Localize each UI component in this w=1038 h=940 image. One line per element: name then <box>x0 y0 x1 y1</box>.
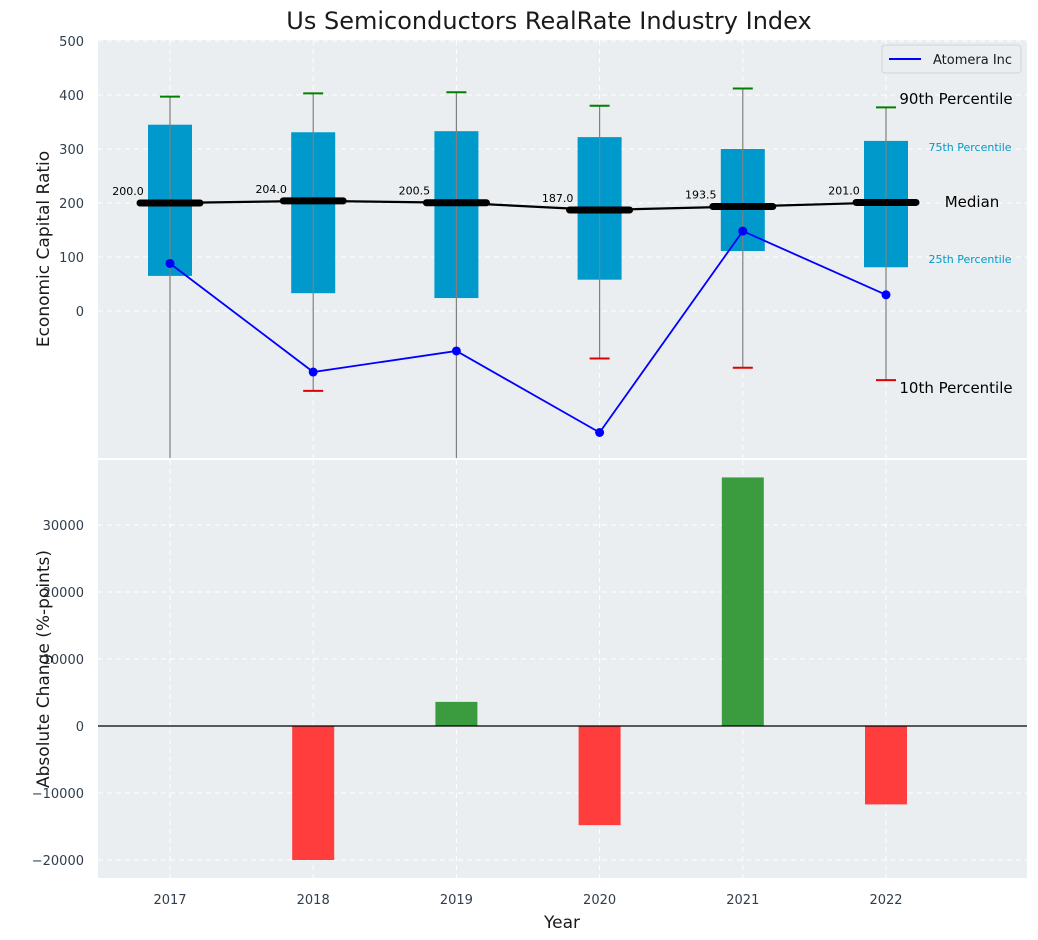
x-ticks: 2017 2018 2019 2020 2021 2022 <box>153 893 902 908</box>
bottom-y-tick-label: 0 <box>76 720 84 735</box>
legend-label: Atomera Inc <box>933 53 1012 68</box>
line-series <box>165 199 891 437</box>
change-bar-2020 <box>578 726 621 826</box>
median-value-label: 200.0 <box>112 185 144 198</box>
bottom-y-axis-label: Absolute Change (%-points) <box>34 550 54 788</box>
company-point <box>595 428 605 437</box>
median-value-label: 187.0 <box>542 192 574 205</box>
bottom-y-tick-label: 10000 <box>43 653 84 668</box>
change-bar-2018 <box>292 726 335 860</box>
change-bar-2019 <box>435 701 478 726</box>
box-group-2017: 200.0 <box>112 95 204 458</box>
company-point <box>738 226 748 236</box>
chart-title: Us Semiconductors RealRate Industry Inde… <box>286 7 811 35</box>
x-axis-label: Year <box>543 913 580 933</box>
median-value-label: 193.5 <box>685 189 717 202</box>
bottom-y-tick-label: −20000 <box>32 854 84 869</box>
x-tick-label: 2017 <box>153 893 186 908</box>
top-y-axis-label: Economic Capital Ratio <box>34 151 54 347</box>
median-line <box>169 199 887 212</box>
company-line <box>169 229 887 434</box>
top-y-tick-label: 200 <box>59 197 84 212</box>
legend-box <box>881 44 1022 74</box>
top-y-ticks: 0 100 200 300 400 500 <box>59 35 84 320</box>
median-value-label: 200.5 <box>399 185 431 198</box>
company-point <box>165 258 175 268</box>
company-point <box>881 290 891 300</box>
bottom-y-tick-label: 30000 <box>43 519 84 534</box>
legend: Atomera Inc <box>881 44 1022 74</box>
top-y-tick-label: 300 <box>59 143 84 158</box>
company-point <box>308 367 318 377</box>
top-y-tick-label: 0 <box>76 305 84 320</box>
x-tick-label: 2021 <box>726 893 759 908</box>
median-value-label: 204.0 <box>255 183 287 196</box>
bottom-y-tick-label: −10000 <box>32 787 84 802</box>
bar-series <box>98 477 1027 860</box>
top-y-tick-label: 500 <box>59 35 84 50</box>
bottom-y-tick-label: 20000 <box>43 586 84 601</box>
company-point <box>451 346 461 356</box>
median-value-label: 201.0 <box>828 184 860 197</box>
x-tick-label: 2020 <box>583 893 616 908</box>
change-bar-2021 <box>721 477 764 726</box>
x-tick-label: 2019 <box>440 893 473 908</box>
median-annotation: Median <box>945 193 1000 211</box>
x-tick-label: 2022 <box>869 893 902 908</box>
change-bar-2022 <box>865 726 907 805</box>
top-y-tick-label: 400 <box>59 89 84 104</box>
bottom-panel-background <box>98 460 1027 878</box>
bottom-y-ticks: −20000 −10000 0 10000 20000 30000 <box>32 519 84 869</box>
p75-annotation: 75th Percentile <box>928 141 1011 154</box>
p25-annotation: 25th Percentile <box>928 253 1011 266</box>
p10-annotation: 10th Percentile <box>899 379 1012 397</box>
top-y-tick-label: 100 <box>59 251 84 266</box>
x-tick-label: 2018 <box>297 893 330 908</box>
p90-annotation: 90th Percentile <box>899 90 1012 108</box>
